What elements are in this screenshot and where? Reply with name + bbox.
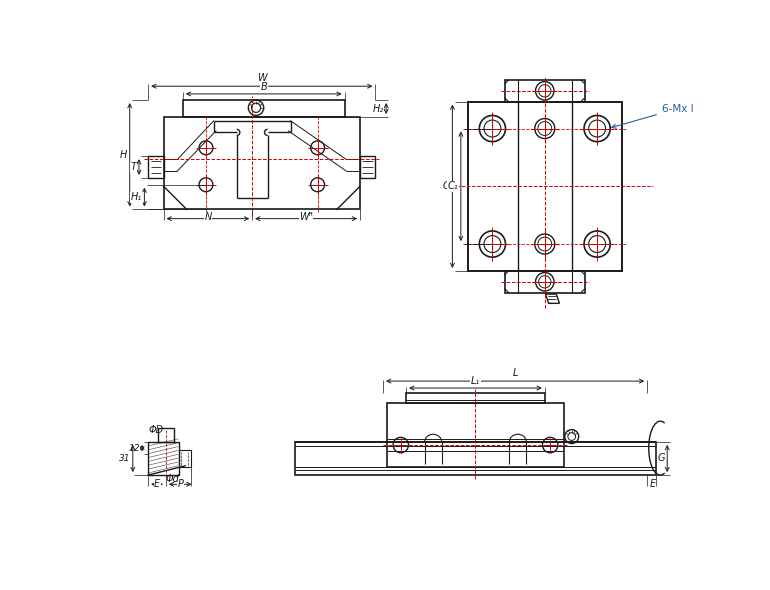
Bar xyxy=(148,442,179,475)
Text: C: C xyxy=(443,181,450,191)
Text: B: B xyxy=(260,81,267,91)
Bar xyxy=(407,393,545,404)
Bar xyxy=(294,442,656,475)
Bar xyxy=(505,80,585,101)
Text: L₁: L₁ xyxy=(470,376,480,386)
Text: C₁: C₁ xyxy=(448,181,459,191)
Bar xyxy=(159,428,174,442)
Bar xyxy=(179,450,191,467)
Text: T: T xyxy=(131,162,137,172)
Text: 6-Mx l: 6-Mx l xyxy=(612,104,694,128)
Text: N: N xyxy=(204,212,212,222)
Text: H: H xyxy=(120,150,128,160)
Text: H₁: H₁ xyxy=(131,192,142,202)
Text: 31: 31 xyxy=(119,454,130,463)
Text: 12: 12 xyxy=(129,444,140,453)
Text: Wᴿ: Wᴿ xyxy=(299,212,313,222)
Bar xyxy=(148,156,163,178)
Bar xyxy=(468,101,622,271)
Text: E: E xyxy=(154,479,160,489)
Bar xyxy=(360,156,376,178)
Text: ΦD: ΦD xyxy=(148,425,163,435)
Bar xyxy=(163,117,360,209)
Text: E: E xyxy=(650,479,655,489)
Text: W: W xyxy=(257,73,266,83)
Text: G: G xyxy=(658,454,665,464)
Text: L: L xyxy=(513,368,517,378)
Bar xyxy=(183,100,345,117)
Bar xyxy=(505,271,585,293)
Bar xyxy=(387,404,564,467)
Text: H₂: H₂ xyxy=(373,103,384,113)
Text: Φd: Φd xyxy=(165,474,179,484)
Text: P: P xyxy=(177,479,183,489)
